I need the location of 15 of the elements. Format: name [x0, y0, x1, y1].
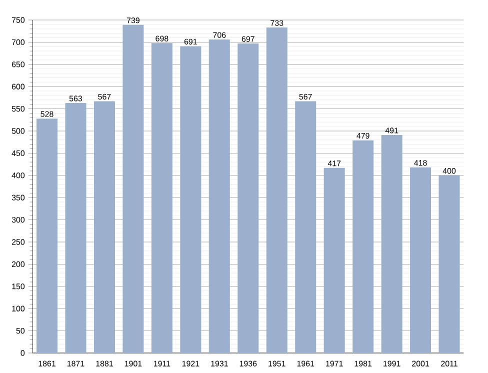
bar: [94, 101, 115, 353]
bar: [352, 140, 374, 353]
bar: [180, 46, 202, 353]
bar: [36, 118, 58, 353]
bar: [266, 28, 288, 353]
bar: [122, 24, 144, 353]
bar: [151, 43, 172, 353]
bar: [238, 44, 259, 353]
bar: [381, 134, 402, 353]
bar: [295, 101, 316, 353]
bar: [208, 40, 230, 353]
bar: [65, 103, 86, 353]
bar: [324, 168, 345, 353]
bar: [438, 175, 460, 353]
bar: [410, 167, 432, 353]
